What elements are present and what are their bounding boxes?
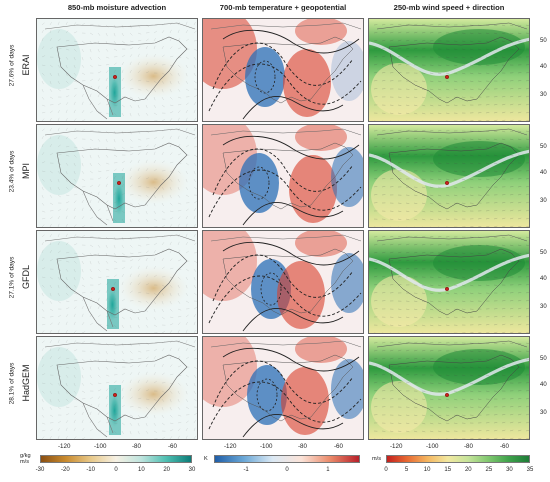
colorbar-unit-line2: m/s: [20, 459, 30, 465]
row-label-mpi: 23.4% of days MPI: [2, 124, 36, 228]
latitude-tick-label: 30: [540, 304, 547, 310]
colorbar-tick-label: 10: [137, 467, 145, 473]
colorbar-tick-label: 0: [114, 467, 118, 473]
longitude-tick-label: -100: [426, 443, 439, 450]
row-pct: 27.6% of days: [8, 44, 16, 87]
latitude-tick-label: 30: [540, 198, 547, 204]
longitude-tick-label: -100: [94, 443, 107, 450]
colorbar-tick-label: 10: [423, 467, 431, 473]
latitude-tick-label: 50: [540, 356, 547, 362]
row-pct: 28.1% of days: [8, 362, 16, 405]
map-panel-temperature-mpi: [202, 124, 364, 228]
latitude-tick-label: 40: [540, 64, 547, 70]
row-model: ERAI: [21, 54, 31, 76]
longitude-tick-label: -120: [58, 443, 71, 450]
longitude-tick-label: -60: [168, 443, 177, 450]
latitude-tick-label: 50: [540, 250, 547, 256]
longitude-tick-label: -100: [260, 443, 273, 450]
colorbar-tick-label: 30: [506, 467, 513, 473]
colorbar-unit-moisture: g/kg m/s: [20, 453, 31, 465]
colorbar-tick-label: 20: [464, 467, 472, 473]
colorbar-tick-label: 15: [444, 467, 452, 473]
longitude-tick-label: -120: [224, 443, 237, 450]
map-panel-wind-mpi: [368, 124, 530, 228]
map-panel-moisture-mpi: [36, 124, 198, 228]
longitude-tick-label: -60: [334, 443, 343, 450]
row-model: HadGEM: [21, 364, 31, 402]
longitude-tick-label: -60: [500, 443, 509, 450]
colorbar-unit-line1: g/kg: [20, 453, 31, 459]
latitude-tick-label: 40: [540, 170, 547, 176]
colorbar-tick-label: -30: [35, 467, 45, 473]
latitude-tick-label: 50: [540, 38, 547, 44]
map-panel-temperature-gfdl: [202, 230, 364, 334]
longitude-tick-label: -80: [464, 443, 473, 450]
row-model: GFDL: [21, 265, 31, 290]
colorbar-temperature: [214, 455, 360, 463]
colorbar-tick-label: 0: [384, 467, 388, 473]
latitude-tick-label: 40: [540, 276, 547, 282]
latitude-tick-label: 30: [540, 410, 547, 416]
latitude-tick-label: 40: [540, 382, 547, 388]
colorbar-tick-label: -1: [243, 467, 249, 473]
map-panel-temperature-hadgem: [202, 336, 364, 440]
map-panel-temperature-erai: [202, 18, 364, 122]
colorbar-tick-label: 30: [188, 467, 196, 473]
row-label-hadgem: 28.1% of days HadGEM: [2, 336, 36, 440]
map-panel-moisture-erai: [36, 18, 198, 122]
map-panel-wind-gfdl: [368, 230, 530, 334]
map-panel-moisture-hadgem: [36, 336, 198, 440]
row-label-gfdl: 27.1% of days GFDL: [2, 230, 36, 334]
colorbar-tick-label: 5: [404, 467, 409, 473]
colorbar-tick-label: 1: [326, 467, 330, 473]
longitude-tick-label: -80: [298, 443, 307, 450]
colorbar-tick-label: 20: [163, 467, 170, 473]
colorbar-tick-label: -10: [86, 467, 95, 473]
longitude-tick-label: -80: [132, 443, 141, 450]
row-label-erai: 27.6% of days ERAI: [2, 18, 36, 122]
longitude-tick-label: -120: [390, 443, 403, 450]
row-pct: 23.4% of days: [8, 150, 16, 193]
map-panel-wind-erai: [368, 18, 530, 122]
column-title-moisture: 850-mb moisture advection: [67, 3, 167, 12]
map-panel-moisture-gfdl: [36, 230, 198, 334]
colorbar-tick-label: 25: [485, 467, 493, 473]
colorbar-unit-temperature: K: [204, 456, 208, 462]
row-pct: 27.1% of days: [8, 256, 16, 299]
colorbar-tick-label: -20: [60, 467, 70, 473]
latitude-tick-label: 30: [540, 92, 547, 98]
column-title-wind: 250-mb wind speed + direction: [393, 3, 505, 12]
colorbar-unit-wind: m/s: [372, 456, 382, 462]
column-title-temperature: 700-mb temperature + geopotential: [219, 3, 347, 12]
colorbar-wind: [386, 455, 530, 463]
latitude-tick-label: 50: [540, 144, 547, 150]
colorbar-moisture: [40, 455, 192, 463]
row-model: MPI: [21, 163, 31, 180]
colorbar-tick-label: 35: [526, 467, 534, 473]
colorbar-tick-label: 0: [285, 467, 289, 473]
map-panel-wind-hadgem: [368, 336, 530, 440]
